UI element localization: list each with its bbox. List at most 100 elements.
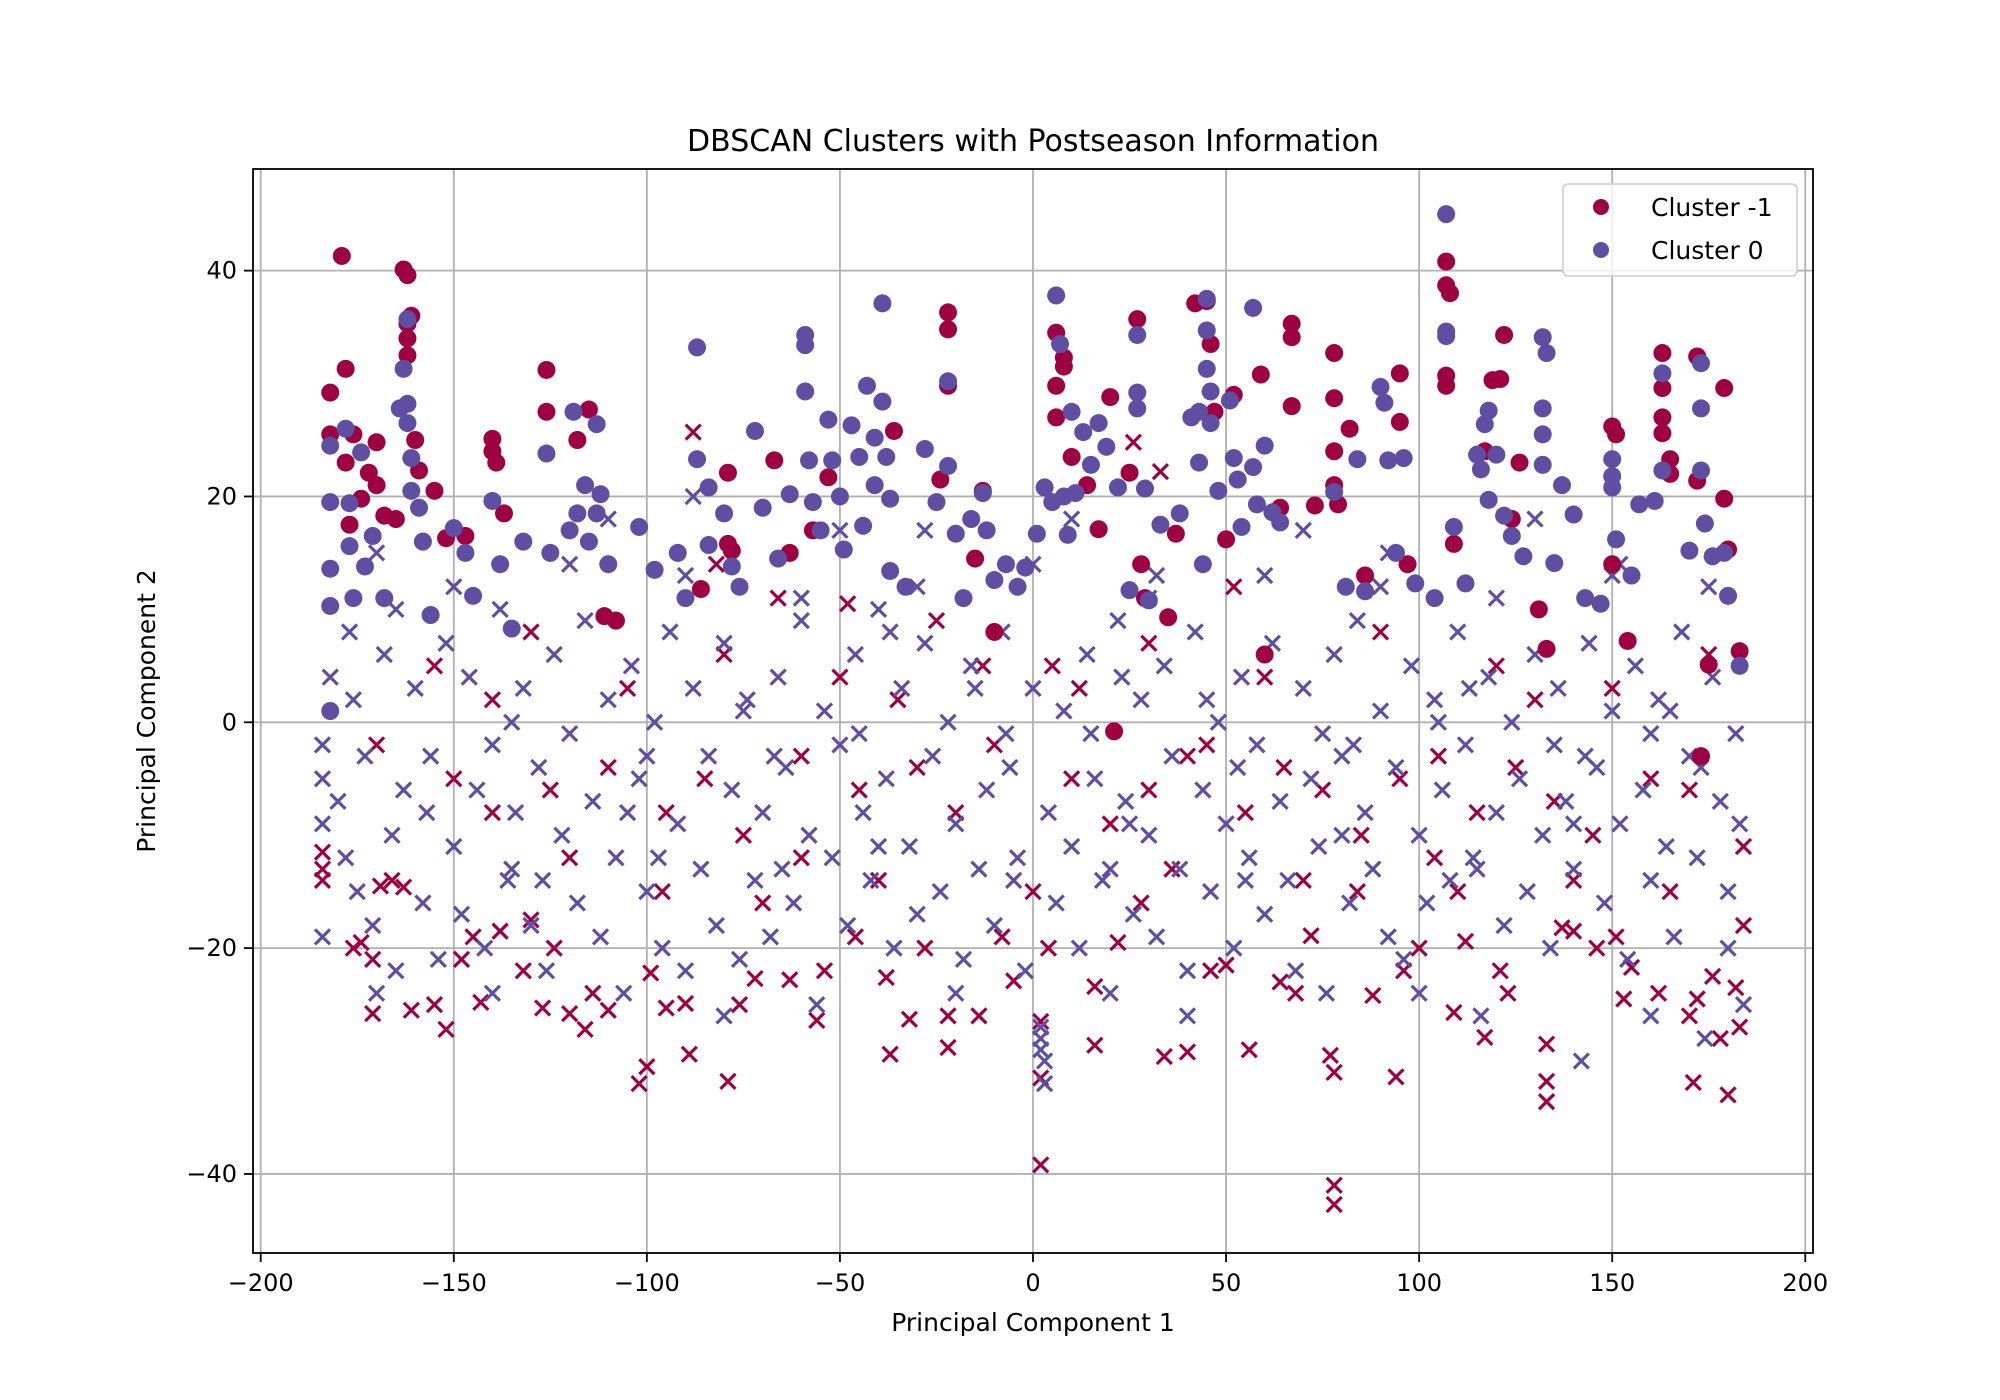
point-cross-cluster-0 <box>1429 713 1448 731</box>
point-cross-cluster-neg1 <box>1456 932 1475 950</box>
point-cross-cluster-0 <box>1727 724 1745 743</box>
point-cross-cluster-0 <box>823 849 841 867</box>
point-cross-cluster-0 <box>1140 826 1158 844</box>
point-cross-cluster-neg1 <box>364 950 382 969</box>
point-circle-cluster-neg1 <box>483 429 502 448</box>
point-cross-cluster-0 <box>1348 612 1366 630</box>
point-cross-cluster-0 <box>1549 679 1567 698</box>
point-circle-cluster-0 <box>444 519 463 538</box>
point-cross-cluster-0 <box>1070 939 1088 957</box>
point-circle-cluster-0 <box>915 440 934 459</box>
point-cross-cluster-0 <box>645 713 664 731</box>
point-cross-cluster-0 <box>1557 792 1575 810</box>
point-cross-cluster-0 <box>1564 860 1583 878</box>
point-circle-cluster-0 <box>394 359 413 378</box>
point-cross-cluster-0 <box>966 679 984 698</box>
point-cross-cluster-neg1 <box>1703 967 1722 985</box>
point-cross-cluster-0 <box>854 803 872 822</box>
point-circle-cluster-0 <box>1074 423 1093 442</box>
point-cross-cluster-0 <box>1120 815 1139 833</box>
point-circle-cluster-0 <box>1371 377 1390 396</box>
point-cross-cluster-0 <box>692 860 710 878</box>
point-cross-cluster-neg1 <box>1321 1046 1339 1065</box>
point-cross-cluster-0 <box>792 589 810 607</box>
point-cross-cluster-neg1 <box>970 1007 988 1025</box>
point-circle-cluster-neg1 <box>1089 520 1108 539</box>
point-cross-cluster-0 <box>1344 736 1363 754</box>
point-circle-cluster-0 <box>1375 393 1394 412</box>
point-cross-cluster-0 <box>383 826 401 844</box>
point-cross-cluster-0 <box>1201 883 1220 901</box>
point-cross-cluster-neg1 <box>584 984 602 1002</box>
point-cross-cluster-0 <box>321 668 339 686</box>
point-cross-cluster-0 <box>313 770 332 788</box>
point-circle-cluster-0 <box>564 402 583 421</box>
point-cross-cluster-neg1 <box>371 877 390 895</box>
point-circle-cluster-neg1 <box>1491 370 1510 389</box>
point-circle-cluster-0 <box>1591 594 1610 613</box>
point-cross-cluster-0 <box>1016 962 1034 980</box>
point-circle-cluster-0 <box>676 589 695 608</box>
point-cross-cluster-0 <box>1082 724 1100 743</box>
point-circle-cluster-0 <box>1533 425 1552 444</box>
point-cross-cluster-neg1 <box>452 950 471 969</box>
point-circle-cluster-0 <box>881 489 900 508</box>
point-cross-cluster-0 <box>1661 702 1679 720</box>
point-cross-cluster-0 <box>862 871 880 890</box>
point-circle-cluster-neg1 <box>367 433 386 452</box>
point-circle-cluster-neg1 <box>1653 424 1672 443</box>
point-cross-cluster-0 <box>1178 1007 1197 1025</box>
point-circle-cluster-neg1 <box>579 400 598 419</box>
point-circle-cluster-neg1 <box>1054 357 1073 376</box>
point-cross-cluster-neg1 <box>1201 962 1220 980</box>
point-cross-cluster-0 <box>452 905 471 923</box>
point-cross-cluster-0 <box>723 781 741 799</box>
point-cross-cluster-neg1 <box>1642 770 1660 788</box>
point-cross-cluster-0 <box>962 657 980 675</box>
point-circle-cluster-0 <box>796 382 815 401</box>
point-cross-cluster-neg1 <box>1086 977 1104 996</box>
point-cross-cluster-0 <box>1402 657 1421 675</box>
legend-marker-cluster-0 <box>1593 242 1609 258</box>
point-cross-cluster-0 <box>618 803 637 822</box>
point-cross-cluster-0 <box>1441 871 1459 890</box>
point-cross-cluster-neg1 <box>383 871 401 890</box>
point-cross-cluster-0 <box>1456 736 1475 754</box>
point-circle-cluster-neg1 <box>1325 344 1344 363</box>
point-cross-cluster-0 <box>815 702 834 720</box>
point-circle-cluster-neg1 <box>1537 639 1556 658</box>
point-cross-cluster-neg1 <box>1476 1028 1494 1046</box>
point-circle-cluster-neg1 <box>1251 365 1270 384</box>
point-cross-cluster-0 <box>1147 566 1166 585</box>
y-tick-label: −40 <box>186 1160 237 1188</box>
point-cross-cluster-0 <box>1302 770 1320 788</box>
point-circle-cluster-0 <box>1692 461 1711 480</box>
point-circle-cluster-0 <box>1715 543 1734 562</box>
point-cross-cluster-0 <box>329 792 347 810</box>
point-cross-cluster-0 <box>514 679 532 698</box>
point-circle-cluster-neg1 <box>1356 566 1375 585</box>
point-cross-cluster-0 <box>1364 860 1382 878</box>
point-cross-cluster-0 <box>387 600 405 619</box>
point-cross-cluster-neg1 <box>1491 962 1509 980</box>
point-circle-cluster-0 <box>1603 450 1622 469</box>
point-circle-cluster-0 <box>1008 577 1027 596</box>
point-circle-cluster-0 <box>502 619 521 638</box>
point-cross-cluster-0 <box>1379 928 1397 946</box>
point-cross-cluster-neg1 <box>1325 1063 1343 1081</box>
point-cross-cluster-0 <box>1155 657 1173 675</box>
point-cross-cluster-neg1 <box>719 1072 737 1091</box>
y-tick-label: −20 <box>186 934 237 962</box>
point-circle-cluster-neg1 <box>1437 252 1456 271</box>
point-cross-cluster-neg1 <box>1286 984 1305 1002</box>
point-cross-cluster-0 <box>1171 860 1189 878</box>
point-circle-cluster-0 <box>1058 525 1077 544</box>
point-cross-cluster-neg1 <box>1024 883 1042 901</box>
point-cross-cluster-neg1 <box>437 1020 455 1039</box>
point-cross-cluster-0 <box>468 781 486 799</box>
point-cross-cluster-0 <box>1534 826 1552 844</box>
point-cross-cluster-0 <box>1576 747 1594 765</box>
point-circle-cluster-neg1 <box>939 303 958 322</box>
point-cross-cluster-0 <box>839 916 857 935</box>
point-cross-cluster-neg1 <box>1615 990 1633 1008</box>
